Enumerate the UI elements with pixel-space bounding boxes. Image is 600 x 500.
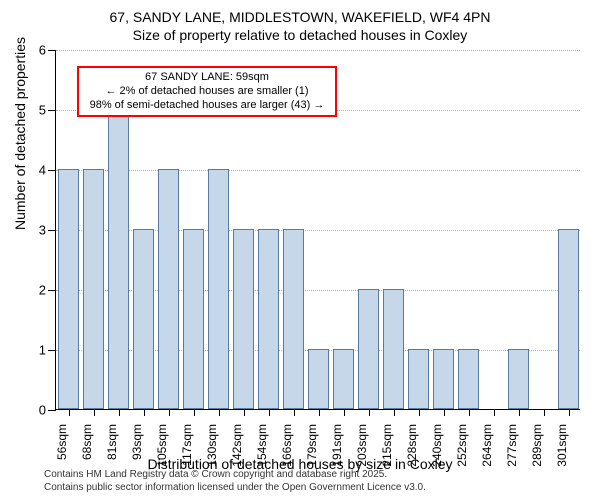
y-tick — [48, 230, 56, 231]
chart-title-main: 67, SANDY LANE, MIDDLESTOWN, WAKEFIELD, … — [0, 8, 600, 26]
footer-line1: Contains HM Land Registry data © Crown c… — [44, 469, 426, 482]
y-tick — [48, 410, 56, 411]
bar — [458, 349, 479, 409]
bar — [183, 229, 204, 409]
y-tick-label: 6 — [39, 43, 46, 58]
x-tick — [119, 409, 120, 416]
bar — [383, 289, 404, 409]
y-tick — [48, 290, 56, 291]
x-tick — [544, 409, 545, 416]
y-tick-label: 1 — [39, 343, 46, 358]
y-tick — [48, 50, 56, 51]
x-tick — [69, 409, 70, 416]
x-tick — [494, 409, 495, 416]
x-tick — [169, 409, 170, 416]
x-tick — [144, 409, 145, 416]
y-tick-label: 5 — [39, 103, 46, 118]
bar — [133, 229, 154, 409]
bar — [258, 229, 279, 409]
x-tick — [319, 409, 320, 416]
x-tick — [269, 409, 270, 416]
bar — [333, 349, 354, 409]
bar — [233, 229, 254, 409]
y-axis-title: Number of detached properties — [12, 37, 28, 230]
bar — [58, 169, 79, 409]
bar — [358, 289, 379, 409]
bar — [433, 349, 454, 409]
bar — [308, 349, 329, 409]
annotation-line2: ← 2% of detached houses are smaller (1) — [85, 85, 329, 99]
x-tick — [444, 409, 445, 416]
x-tick — [469, 409, 470, 416]
x-tick — [344, 409, 345, 416]
x-tick — [219, 409, 220, 416]
x-tick-label: 93sqm — [130, 424, 144, 460]
x-tick-label: 68sqm — [80, 424, 94, 460]
chart-title-block: 67, SANDY LANE, MIDDLESTOWN, WAKEFIELD, … — [0, 0, 600, 44]
x-tick — [419, 409, 420, 416]
x-tick — [94, 409, 95, 416]
y-tick-label: 4 — [39, 163, 46, 178]
x-tick — [394, 409, 395, 416]
bar — [408, 349, 429, 409]
x-tick-label: 56sqm — [55, 424, 69, 460]
bar — [158, 169, 179, 409]
y-tick-label: 0 — [39, 403, 46, 418]
y-tick — [48, 170, 56, 171]
y-tick-label: 3 — [39, 223, 46, 238]
annotation-box: 67 SANDY LANE: 59sqm ← 2% of detached ho… — [77, 66, 337, 117]
bar — [83, 169, 104, 409]
gridline — [56, 170, 580, 171]
x-tick — [244, 409, 245, 416]
x-tick — [294, 409, 295, 416]
x-tick — [569, 409, 570, 416]
x-tick — [519, 409, 520, 416]
x-tick-label: 81sqm — [105, 424, 119, 460]
bar — [108, 109, 129, 409]
y-tick — [48, 110, 56, 111]
chart-title-sub: Size of property relative to detached ho… — [0, 26, 600, 44]
bar — [208, 169, 229, 409]
chart-container: 012345656sqm68sqm81sqm93sqm105sqm117sqm1… — [55, 50, 580, 410]
y-tick — [48, 350, 56, 351]
footer-line2: Contains public sector information licen… — [44, 482, 426, 495]
bar — [558, 229, 579, 409]
gridline — [56, 50, 580, 51]
bar — [283, 229, 304, 409]
annotation-line3: 98% of semi-detached houses are larger (… — [85, 99, 329, 113]
x-tick — [194, 409, 195, 416]
annotation-line1: 67 SANDY LANE: 59sqm — [85, 71, 329, 85]
footer: Contains HM Land Registry data © Crown c… — [44, 469, 426, 494]
bar — [508, 349, 529, 409]
x-tick — [369, 409, 370, 416]
y-tick-label: 2 — [39, 283, 46, 298]
